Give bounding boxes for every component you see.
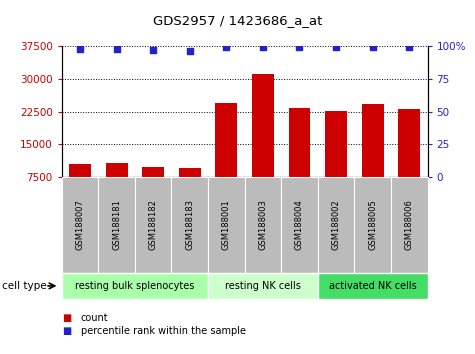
Text: resting NK cells: resting NK cells [225,281,301,291]
Text: GSM188004: GSM188004 [295,199,304,250]
Bar [69,164,91,210]
Point [259,45,267,50]
Bar [215,103,238,210]
Point [113,46,121,51]
Bar [354,177,391,273]
Bar [171,177,208,273]
Text: GSM188003: GSM188003 [258,199,267,250]
Point [76,46,84,51]
Point [405,45,413,50]
Text: GSM188001: GSM188001 [222,199,231,250]
Point [222,45,230,50]
Bar [245,177,281,273]
Text: cell type: cell type [2,281,47,291]
Text: GSM188006: GSM188006 [405,199,414,250]
Bar [142,167,164,210]
Point [332,45,340,50]
Point [149,47,157,53]
Bar [62,273,208,299]
Point [186,48,194,54]
Bar [135,177,171,273]
Bar [62,177,98,273]
Bar [391,177,428,273]
Text: resting bulk splenocytes: resting bulk splenocytes [75,281,195,291]
Bar [398,109,420,210]
Text: ■: ■ [62,326,71,336]
Bar [208,273,318,299]
Bar [361,104,384,210]
Bar [179,168,201,210]
Text: GSM188181: GSM188181 [112,199,121,250]
Text: GDS2957 / 1423686_a_at: GDS2957 / 1423686_a_at [153,14,322,27]
Text: GSM188007: GSM188007 [76,199,85,250]
Text: percentile rank within the sample: percentile rank within the sample [81,326,246,336]
Bar [325,111,347,210]
Text: GSM188183: GSM188183 [185,199,194,250]
Text: GSM188002: GSM188002 [332,199,341,250]
Text: count: count [81,313,108,323]
Bar [105,163,128,210]
Text: ■: ■ [62,313,71,323]
Bar [288,108,311,210]
Text: activated NK cells: activated NK cells [329,281,417,291]
Bar [208,177,245,273]
Bar [98,177,135,273]
Text: GSM188182: GSM188182 [149,199,158,250]
Bar [318,273,428,299]
Bar [252,74,274,210]
Point [295,45,304,50]
Text: GSM188005: GSM188005 [368,199,377,250]
Bar [318,177,354,273]
Bar [281,177,318,273]
Point [369,45,377,50]
